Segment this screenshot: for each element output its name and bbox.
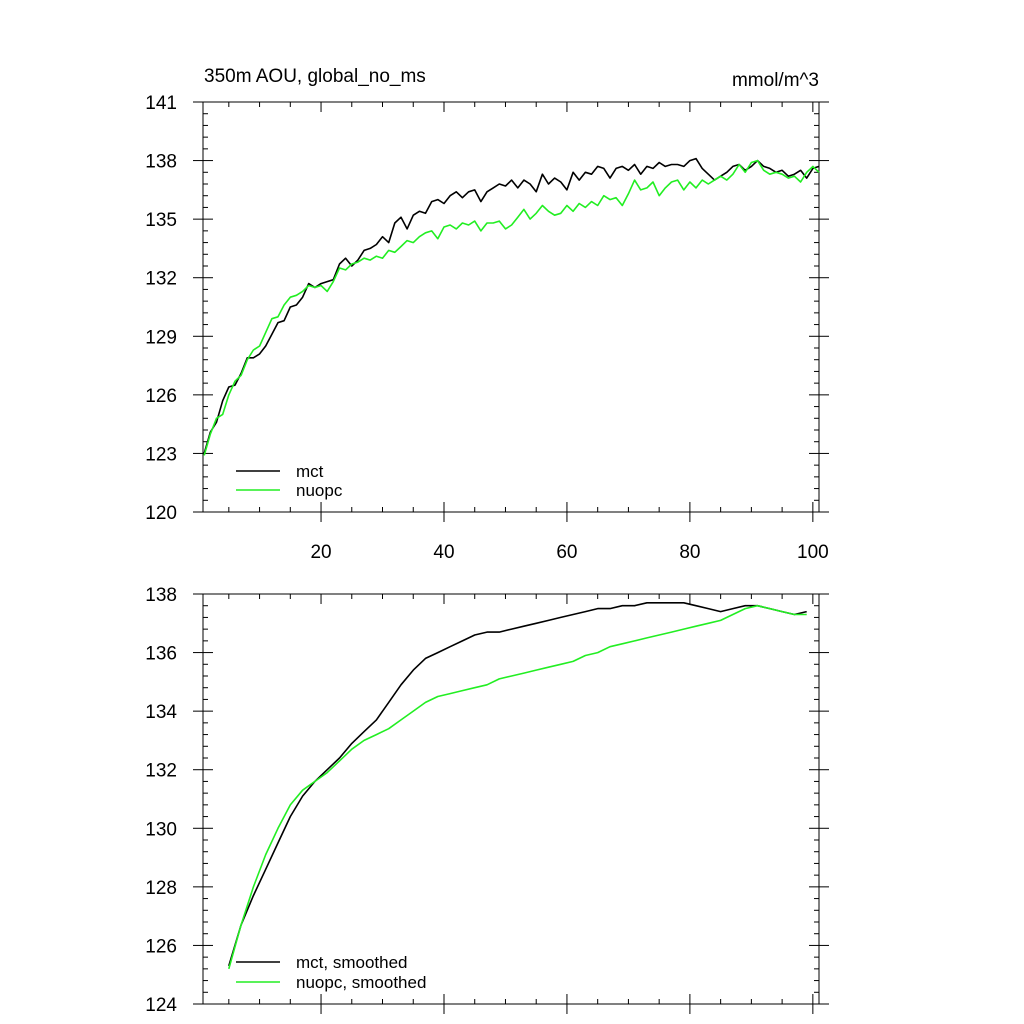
x-tick-label: 80 xyxy=(679,542,700,563)
legend-label-mct-smoothed: mct, smoothed xyxy=(296,953,408,972)
x-tick-label: 100 xyxy=(797,542,829,563)
y-tick-label: 130 xyxy=(145,819,177,840)
y-tick-label: 128 xyxy=(145,878,177,899)
legend-label-nuopc: nuopc xyxy=(296,481,343,500)
bottom-panel-legend: mct, smoothed nuopc, smoothed xyxy=(236,953,426,992)
y-tick-label: 123 xyxy=(145,444,177,465)
y-tick-label: 138 xyxy=(145,585,177,606)
y-tick-label: 134 xyxy=(145,702,177,723)
top-panel-frame xyxy=(202,101,820,513)
top-panel-units: mmol/m^3 xyxy=(732,70,819,91)
legend-label-mct: mct xyxy=(296,462,324,481)
y-tick-label: 135 xyxy=(145,210,177,231)
series-line-mct-smoothed xyxy=(228,601,807,967)
y-tick-label: 132 xyxy=(145,269,177,290)
y-tick-label: 129 xyxy=(145,327,177,348)
x-tick-label: 60 xyxy=(556,542,577,563)
x-tick-label: 40 xyxy=(433,542,454,563)
top-panel-legend: mct nuopc xyxy=(236,462,343,500)
y-tick-label: 141 xyxy=(145,93,177,114)
y-tick-label: 126 xyxy=(145,386,177,407)
bottom-panel: 124 126 128 130 132 134 136 138 mct, smoothed n… xyxy=(145,585,829,1016)
top-panel-ticks: 20 40 60 80 100 120 123 126 129 132 135 138 141 xyxy=(145,93,829,563)
top-panel: 350m AOU, global_no_ms mmol/m^3 20 40 60 80… xyxy=(145,66,829,563)
y-tick-label: 136 xyxy=(145,644,177,665)
series-line-mct xyxy=(203,157,820,454)
top-panel-title: 350m AOU, global_no_ms xyxy=(204,66,426,87)
y-tick-label: 138 xyxy=(145,152,177,173)
series-line-nuopc xyxy=(203,159,820,456)
top-panel-series xyxy=(203,157,820,456)
series-line-nuopc-smoothed xyxy=(228,604,807,970)
bottom-panel-frame xyxy=(202,593,820,1005)
y-tick-label: 124 xyxy=(145,995,177,1016)
y-tick-label: 132 xyxy=(145,761,177,782)
x-tick-label: 20 xyxy=(310,542,331,563)
y-tick-label: 126 xyxy=(145,936,177,957)
bottom-panel-series xyxy=(228,601,807,970)
y-tick-label: 120 xyxy=(145,503,177,524)
legend-label-nuopc-smoothed: nuopc, smoothed xyxy=(296,973,426,992)
bottom-panel-ticks: 124 126 128 130 132 134 136 138 xyxy=(145,585,829,1016)
